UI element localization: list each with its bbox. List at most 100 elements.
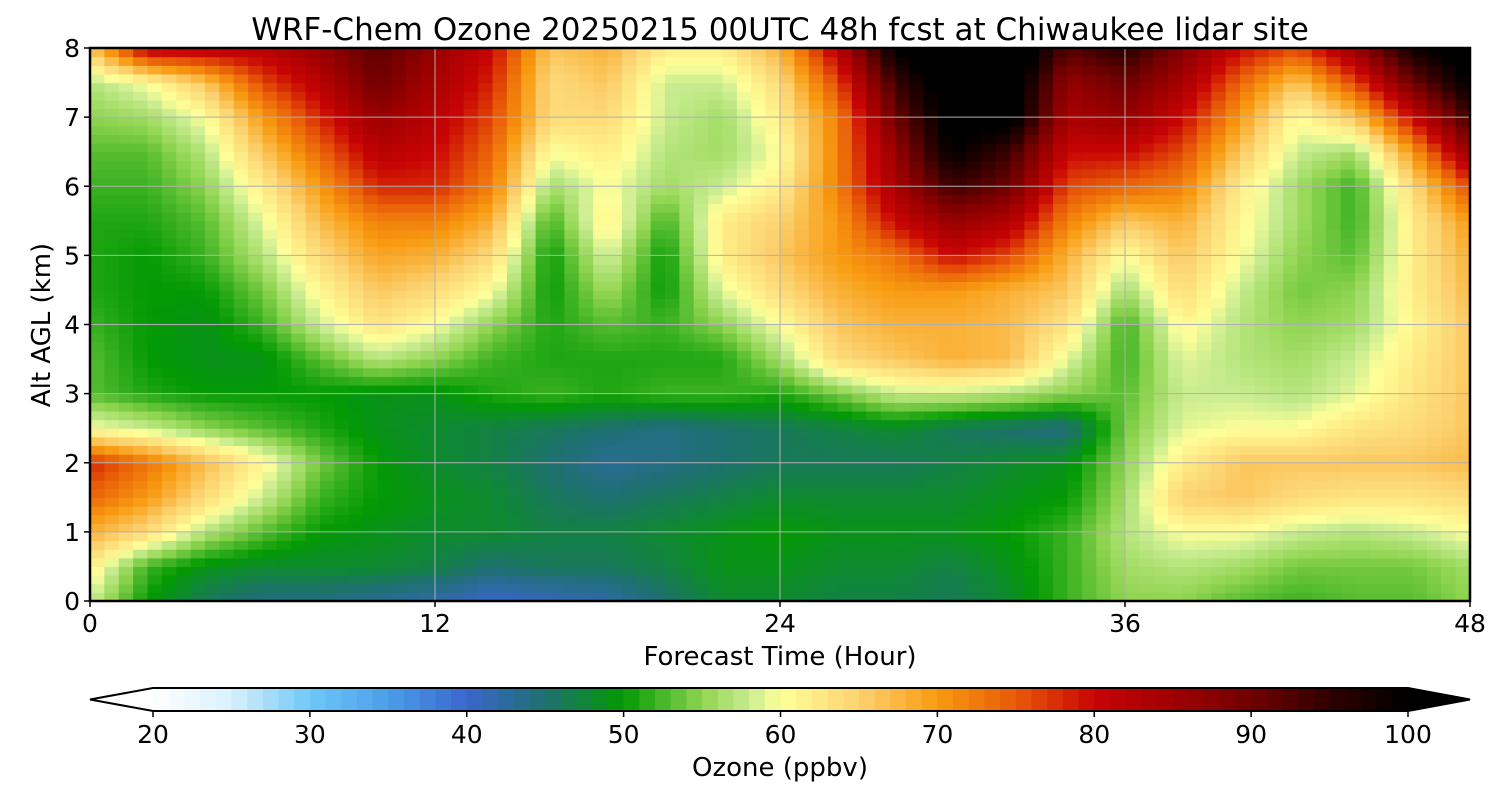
heatmap-cell	[1067, 324, 1083, 334]
heatmap-cell	[1196, 445, 1212, 455]
heatmap-cell	[104, 143, 120, 153]
heatmap-cell	[607, 56, 623, 66]
heatmap-cell	[550, 583, 565, 593]
heatmap-cell	[909, 531, 925, 542]
heatmap-cell	[765, 125, 781, 136]
heatmap-cell	[995, 48, 1011, 58]
heatmap-cell	[463, 531, 479, 542]
heatmap-cell	[550, 359, 565, 369]
heatmap-cell	[1067, 117, 1083, 127]
heatmap-cell	[248, 315, 264, 326]
heatmap-cell	[880, 333, 896, 343]
heatmap-cell	[981, 471, 997, 481]
heatmap-cell	[305, 549, 321, 559]
heatmap-cell	[708, 125, 724, 136]
heatmap-cell	[621, 419, 637, 429]
heatmap-cell	[550, 289, 565, 300]
heatmap-cell	[1110, 462, 1126, 472]
heatmap-cell	[564, 151, 580, 161]
heatmap-cell	[765, 583, 781, 593]
heatmap-cell	[1024, 384, 1040, 395]
heatmap-cell	[780, 410, 795, 421]
heatmap-cell	[679, 480, 695, 490]
heatmap-cell	[1038, 419, 1054, 429]
heatmap-cell	[463, 229, 479, 239]
heatmap-cell	[1038, 445, 1054, 455]
heatmap-cell	[751, 160, 767, 170]
heatmap-cell	[1125, 99, 1140, 110]
heatmap-cell	[808, 557, 824, 568]
heatmap-cell	[449, 333, 465, 343]
heatmap-cell	[837, 315, 853, 326]
heatmap-cell	[808, 220, 824, 231]
heatmap-cell	[564, 462, 580, 472]
heatmap-cell	[348, 583, 364, 593]
heatmap-cell	[334, 514, 350, 524]
heatmap-cell	[1153, 255, 1169, 265]
heatmap-cell	[808, 246, 824, 256]
heatmap-cell	[1196, 428, 1212, 438]
heatmap-cell	[1139, 376, 1155, 386]
heatmap-cell	[708, 488, 724, 498]
heatmap-cell	[550, 592, 565, 601]
heatmap-cell	[1096, 264, 1112, 274]
heatmap-cell	[1067, 488, 1083, 498]
heatmap-cell	[923, 557, 939, 568]
heatmap-cell	[708, 65, 724, 75]
heatmap-cell	[1196, 212, 1212, 222]
heatmap-cell	[478, 566, 494, 576]
heatmap-cell	[665, 514, 680, 524]
heatmap-cell	[708, 315, 724, 326]
heatmap-cell	[808, 428, 824, 438]
heatmap-cell	[377, 238, 393, 248]
heatmap-cell	[118, 505, 134, 516]
heatmap-cell	[593, 324, 609, 334]
heatmap-cell	[1196, 315, 1212, 326]
heatmap-cell	[262, 549, 278, 559]
heatmap-cell	[161, 531, 177, 542]
heatmap-cell	[147, 497, 163, 507]
heatmap-cell	[1096, 73, 1112, 84]
heatmap-cell	[90, 428, 105, 438]
heatmap-cell	[233, 557, 249, 568]
heatmap-cell	[535, 497, 551, 507]
heatmap-cell	[578, 108, 594, 118]
heatmap-cell	[133, 428, 149, 438]
heatmap-cell	[966, 220, 982, 231]
heatmap-cell	[880, 238, 896, 248]
heatmap-cell	[1081, 333, 1097, 343]
heatmap-cell	[578, 445, 594, 455]
heatmap-cell	[291, 402, 307, 412]
heatmap-cell	[506, 212, 522, 222]
heatmap-cell	[147, 143, 163, 153]
heatmap-cell	[176, 194, 192, 205]
heatmap-cell	[492, 514, 508, 524]
heatmap-cell	[463, 592, 479, 601]
heatmap-cell	[1067, 56, 1083, 66]
heatmap-cell	[593, 471, 609, 481]
heatmap-cell	[866, 454, 882, 464]
heatmap-cell	[708, 350, 724, 360]
heatmap-cell	[219, 168, 235, 179]
heatmap-cell	[133, 229, 149, 239]
heatmap-cell	[851, 125, 867, 136]
heatmap-cell	[420, 419, 436, 429]
heatmap-cell	[334, 194, 350, 205]
heatmap-cell	[205, 73, 220, 84]
heatmap-cell	[823, 445, 839, 455]
heatmap-cell	[1125, 488, 1140, 498]
heatmap-cell	[391, 505, 407, 516]
heatmap-cell	[219, 73, 235, 84]
heatmap-cell	[708, 177, 724, 187]
heatmap-cell	[521, 143, 537, 153]
heatmap-cell	[851, 73, 867, 84]
heatmap-cell	[262, 177, 278, 187]
heatmap-cell	[478, 255, 494, 265]
heatmap-cell	[463, 462, 479, 472]
heatmap-cell	[550, 393, 565, 403]
heatmap-cell	[118, 108, 134, 118]
heatmap-cell	[219, 91, 235, 101]
heatmap-cell	[363, 307, 379, 317]
heatmap-cell	[650, 307, 666, 317]
heatmap-cell	[1024, 143, 1040, 153]
